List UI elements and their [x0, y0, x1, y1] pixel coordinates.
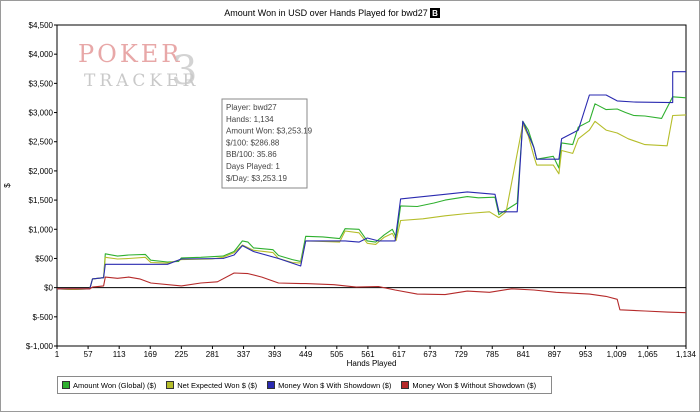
- watermark-line2: TRACKER: [84, 71, 199, 91]
- legend: Amount Won (Global) ($) Net Expected Won …: [57, 376, 552, 394]
- x-tick-label: 113: [113, 350, 126, 359]
- legend-swatch: [166, 381, 175, 389]
- stats-tooltip: Player: bwd27 Hands: 1,134 Amount Won: $3,…: [221, 98, 313, 189]
- series-layer: [56, 71, 687, 314]
- x-axis-label: Hands Played: [347, 359, 397, 368]
- x-tick-label: 841: [517, 350, 531, 359]
- y-axis-label: $: [3, 183, 12, 188]
- y-tick-label: $2,500: [29, 138, 54, 147]
- legend-label: Money Won $ With Showdown ($): [278, 380, 392, 390]
- badge-icon: [430, 8, 440, 18]
- chart-title-text: Amount Won in USD over Hands Played for …: [224, 8, 427, 18]
- legend-item-4: Money Won $ Without Showdown ($): [401, 381, 536, 390]
- x-tick-label: 1: [55, 350, 60, 359]
- watermark-line1: POKER: [78, 40, 182, 68]
- tooltip-line: Amount Won: $3,253.19: [226, 127, 313, 136]
- tooltip-line: Days Played: 1: [226, 162, 280, 171]
- x-tick-label: 505: [330, 350, 344, 359]
- y-tick-label: $-500: [33, 313, 54, 322]
- x-tick-label: 449: [299, 350, 313, 359]
- axes: $-1,000 $-500 $0 $500 $1,000 $1,500 $2,000 $2,5…: [3, 21, 697, 368]
- x-tick-label: 617: [392, 350, 406, 359]
- tooltip-line: Player: bwd27: [226, 103, 277, 112]
- tooltip-box: [221, 98, 308, 189]
- x-tick-label: 673: [423, 350, 437, 359]
- x-tick-label: 57: [84, 350, 93, 359]
- tooltip-line: BB/100: 35.86: [226, 150, 277, 159]
- y-tick-label: $3,500: [29, 79, 54, 88]
- y-tick-label: $2,000: [29, 167, 54, 176]
- y-tick-label: $1,000: [29, 225, 54, 234]
- x-tick-label: 169: [144, 350, 158, 359]
- legend-item-2: Net Expected Won $ ($): [166, 381, 257, 390]
- legend-label: Money Won $ Without Showdown ($): [412, 380, 537, 390]
- y-tick-label: $4,000: [29, 50, 54, 59]
- x-tick-label: 281: [206, 350, 220, 359]
- x-tick-label: 1,134: [676, 350, 697, 359]
- series-line-money-won-with-showdown-: [57, 71, 686, 290]
- y-tick-label: $1,500: [29, 196, 54, 205]
- x-tick-label: 729: [454, 350, 468, 359]
- x-tick-label: 225: [175, 350, 189, 359]
- tooltip-line: Hands: 1,134: [226, 115, 274, 124]
- tooltip-line: $/100: $286.88: [226, 138, 280, 147]
- legend-item-3: Money Won $ With Showdown ($): [267, 381, 391, 390]
- series-line-net-expected-won-: [56, 114, 687, 290]
- x-tick-label: 1,009: [607, 350, 628, 359]
- x-tick-label: 785: [486, 350, 500, 359]
- legend-swatch: [267, 381, 276, 389]
- watermark-mark: 3: [172, 48, 197, 94]
- y-tick-label: $4,500: [29, 21, 54, 30]
- legend-label: Net Expected Won $ ($): [177, 380, 258, 390]
- badge-letter: B: [432, 9, 438, 18]
- y-tick-label: $3,000: [29, 109, 54, 118]
- x-tick-label: 337: [237, 350, 251, 359]
- legend-item-1: Amount Won (Global) ($): [62, 381, 156, 390]
- y-tick-label: $500: [35, 254, 53, 263]
- legend-label: Amount Won (Global) ($): [73, 380, 157, 390]
- y-tick-label: $0: [44, 284, 53, 293]
- legend-swatch: [401, 381, 410, 389]
- plot-area-border: [56, 24, 687, 347]
- y-tick-label: $-1,000: [26, 342, 54, 351]
- x-tick-label: 897: [548, 350, 562, 359]
- x-tick-label: 1,065: [638, 350, 659, 359]
- series-line-money-won-without-showdown-: [57, 272, 687, 314]
- x-tick-label: 393: [268, 350, 282, 359]
- tooltip-line: $/Day: $3,253.19: [226, 174, 287, 183]
- x-tick-label: 953: [579, 350, 593, 359]
- x-tick-label: 561: [361, 350, 375, 359]
- legend-swatch: [62, 381, 70, 389]
- chart-title: Amount Won in USD over Hands Played for …: [224, 8, 440, 18]
